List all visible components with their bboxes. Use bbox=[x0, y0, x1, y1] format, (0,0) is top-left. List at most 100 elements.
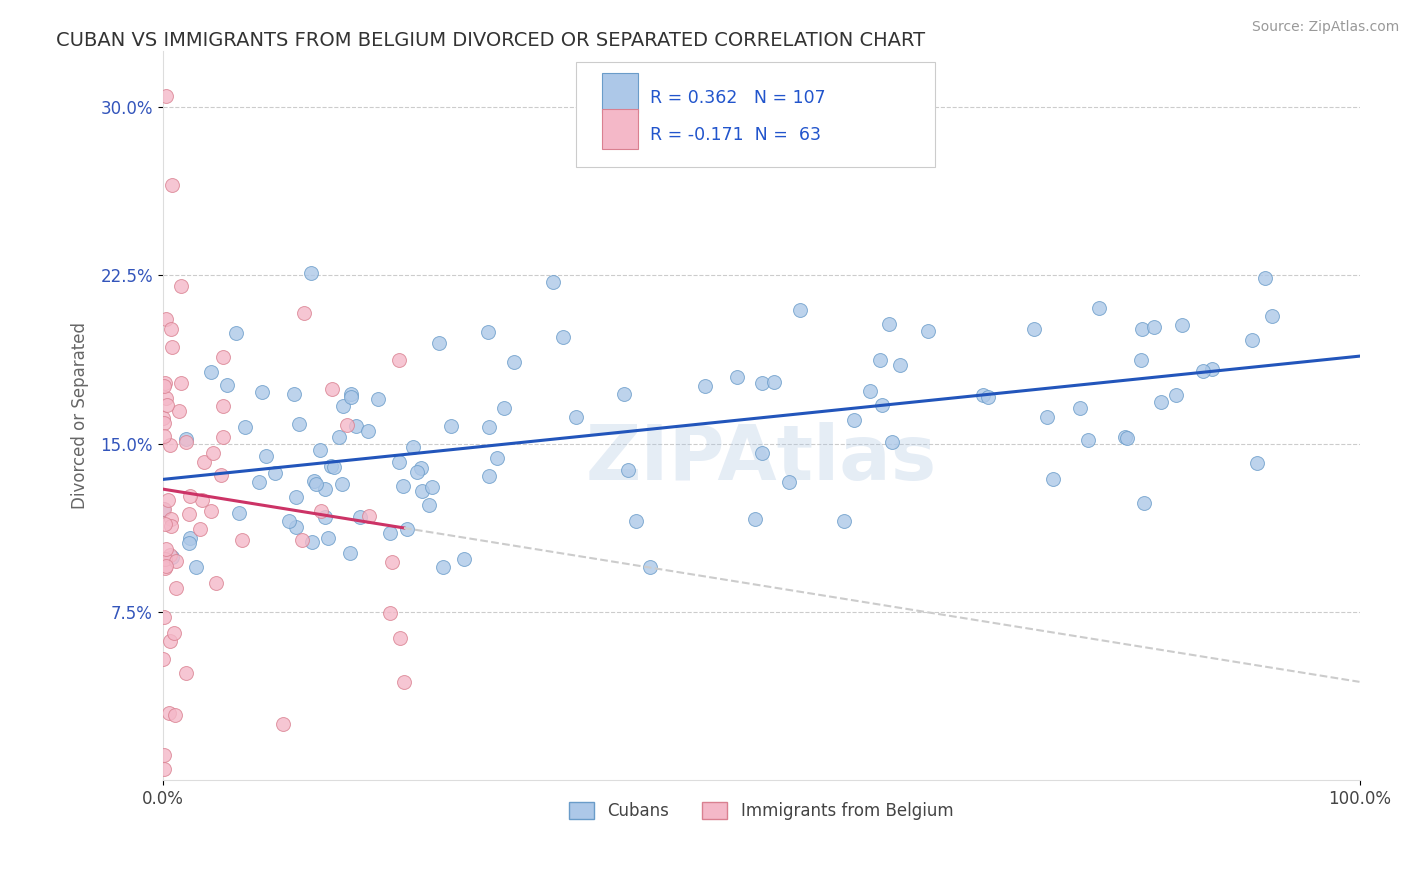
Point bbox=[316, 531, 339, 545]
Point bbox=[349, 510, 371, 524]
Point bbox=[395, 522, 418, 536]
Point bbox=[543, 275, 565, 289]
Point bbox=[1241, 333, 1264, 347]
Point bbox=[165, 554, 187, 568]
Point bbox=[332, 399, 354, 413]
Point bbox=[288, 417, 311, 431]
Point bbox=[247, 475, 270, 490]
Point bbox=[844, 413, 866, 427]
Point bbox=[156, 398, 179, 412]
Point bbox=[153, 610, 176, 624]
Point bbox=[763, 376, 786, 390]
Point bbox=[323, 460, 346, 475]
Point bbox=[159, 322, 181, 336]
Point bbox=[191, 493, 214, 508]
Point bbox=[917, 324, 939, 338]
Point bbox=[1088, 301, 1111, 316]
Point bbox=[378, 606, 401, 620]
Point bbox=[211, 399, 233, 413]
Point bbox=[264, 467, 287, 481]
Point bbox=[292, 306, 315, 320]
Point bbox=[162, 178, 184, 193]
Point bbox=[340, 390, 363, 404]
Point bbox=[157, 706, 180, 720]
Point bbox=[778, 475, 800, 489]
Point bbox=[1170, 318, 1192, 332]
Point bbox=[617, 463, 640, 477]
Point bbox=[1261, 309, 1284, 323]
Point bbox=[176, 666, 198, 681]
Point bbox=[211, 350, 233, 364]
Point bbox=[1130, 322, 1153, 336]
Point bbox=[271, 717, 294, 731]
Point bbox=[1254, 271, 1277, 285]
Point bbox=[1192, 364, 1215, 378]
FancyBboxPatch shape bbox=[575, 62, 935, 168]
Point bbox=[285, 520, 308, 534]
Point bbox=[160, 340, 183, 354]
Point bbox=[152, 411, 174, 425]
Point bbox=[1130, 353, 1153, 368]
Point bbox=[409, 461, 432, 475]
Point bbox=[231, 533, 253, 548]
Point bbox=[859, 384, 882, 399]
Point bbox=[889, 358, 911, 372]
Point bbox=[751, 446, 773, 460]
Point bbox=[160, 550, 183, 565]
Point bbox=[176, 432, 198, 446]
Point bbox=[235, 420, 257, 434]
Point bbox=[153, 747, 176, 762]
Point bbox=[411, 484, 433, 499]
Point bbox=[304, 475, 326, 489]
Point bbox=[314, 509, 336, 524]
Point bbox=[624, 514, 647, 528]
Point bbox=[177, 508, 200, 522]
Point bbox=[401, 440, 423, 454]
Point bbox=[880, 434, 903, 449]
Point bbox=[564, 409, 586, 424]
Point bbox=[388, 632, 411, 646]
Point bbox=[328, 430, 350, 444]
Point bbox=[153, 376, 176, 390]
Point bbox=[301, 534, 323, 549]
Point bbox=[1166, 388, 1188, 402]
Point bbox=[972, 387, 994, 401]
Text: Source: ZipAtlas.com: Source: ZipAtlas.com bbox=[1251, 20, 1399, 34]
Point bbox=[392, 479, 415, 493]
Point bbox=[211, 430, 233, 444]
Point bbox=[406, 465, 429, 479]
Point bbox=[155, 558, 177, 573]
Point bbox=[193, 455, 215, 469]
Point bbox=[152, 501, 174, 516]
Point bbox=[725, 370, 748, 384]
Point bbox=[152, 652, 174, 666]
Point bbox=[357, 424, 380, 438]
Point bbox=[153, 516, 176, 531]
Point bbox=[1133, 495, 1156, 509]
Point bbox=[453, 552, 475, 566]
Point bbox=[335, 417, 357, 432]
Point bbox=[155, 312, 177, 326]
Point bbox=[165, 581, 187, 595]
Point bbox=[977, 390, 1000, 404]
Point bbox=[167, 404, 190, 418]
Point bbox=[1116, 431, 1139, 445]
Point bbox=[392, 674, 415, 689]
Point bbox=[283, 387, 305, 401]
Point bbox=[502, 355, 524, 369]
Point bbox=[344, 419, 367, 434]
Point bbox=[751, 376, 773, 390]
Point bbox=[432, 560, 454, 574]
Point bbox=[169, 279, 191, 293]
Point bbox=[744, 512, 766, 526]
Point bbox=[163, 626, 186, 640]
Point bbox=[477, 325, 499, 339]
Text: R = -0.171  N =  63: R = -0.171 N = 63 bbox=[650, 126, 821, 144]
Point bbox=[1114, 430, 1136, 444]
Point bbox=[613, 386, 636, 401]
Point bbox=[381, 555, 404, 569]
Point bbox=[1246, 456, 1268, 470]
Point bbox=[357, 508, 380, 523]
Text: ZIPAtlas: ZIPAtlas bbox=[585, 422, 936, 496]
Point bbox=[153, 416, 176, 430]
